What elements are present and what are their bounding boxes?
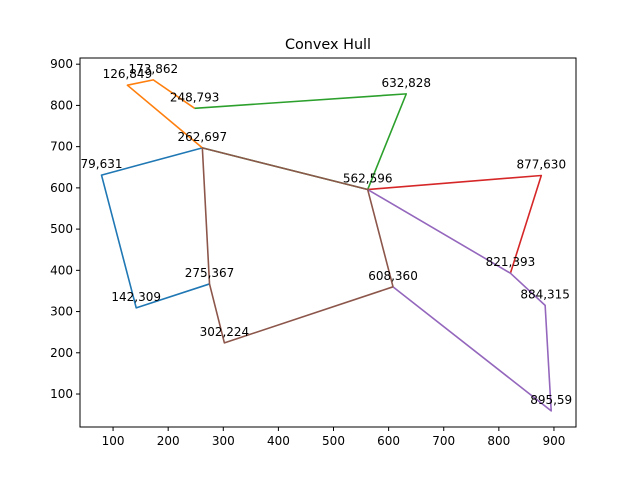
point-label-14: 895,59 [530,393,572,407]
point-label-8: 821,393 [486,255,536,269]
y-tick-label-700: 700 [50,140,73,154]
point-label-3: 632,828 [381,76,431,90]
point-label-13: 302,224 [200,325,250,339]
point-label-10: 608,360 [368,269,418,283]
x-tick-label-400: 400 [267,434,290,448]
point-label-9: 275,367 [185,266,235,280]
series-line-0 [100,147,210,309]
point-label-0: 126,849 [103,67,153,81]
series-line-5 [201,147,394,344]
point-label-5: 79,631 [80,157,122,171]
x-tick-label-200: 200 [157,434,180,448]
chart-title: Convex Hull [285,37,371,53]
point-label-12: 142,309 [111,290,161,304]
point-label-7: 877,630 [516,158,566,172]
y-tick-label-100: 100 [50,387,73,401]
point-label-2: 248,793 [170,90,220,104]
y-tick-label-200: 200 [50,346,73,360]
series-layer [100,79,553,412]
x-tick-label-300: 300 [212,434,235,448]
point-label-4: 262,697 [178,130,228,144]
y-tick-label-500: 500 [50,222,73,236]
y-tick-label-300: 300 [50,305,73,319]
series-line-4 [367,188,553,412]
series-line-1 [126,79,203,149]
x-axis: 100 200 300 400 500 600 700 800 900 [102,427,566,448]
x-tick-label-100: 100 [102,434,125,448]
x-tick-label-900: 900 [543,434,566,448]
y-tick-label-800: 800 [50,98,73,112]
y-axis: 100 200 300 400 500 600 700 800 900 [50,57,80,401]
series-line-3 [367,174,543,274]
point-label-6: 562,596 [343,172,393,186]
x-tick-label-500: 500 [322,434,345,448]
x-tick-label-800: 800 [487,434,510,448]
axes-frame [79,57,577,428]
point-label-11: 884,315 [520,287,570,301]
x-tick-label-700: 700 [432,434,455,448]
y-tick-label-400: 400 [50,263,73,277]
point-label-1: 173,862 [128,62,178,76]
y-tick-label-900: 900 [50,57,73,71]
x-tick-label-600: 600 [377,434,400,448]
y-tick-label-600: 600 [50,181,73,195]
